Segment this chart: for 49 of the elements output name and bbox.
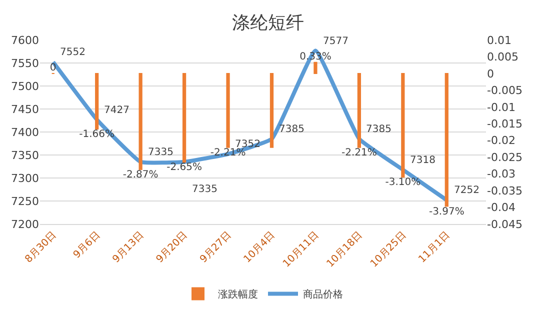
x-tick-label: 8月30日	[23, 230, 59, 266]
x-tick-label: 10月18日	[324, 230, 365, 270]
data-label: 7385	[366, 124, 392, 135]
legend-label: 商品价格	[303, 288, 343, 301]
x-tick-label: 10月4日	[242, 230, 278, 266]
data-label: 7427	[104, 105, 130, 116]
y2-tick-label: 0	[487, 67, 494, 80]
y2-tick-label: -0.025	[487, 150, 522, 164]
y2-tick-label: -0.04	[487, 201, 516, 214]
data-label: -3.10%	[385, 177, 421, 188]
y2-tick-label: -0.02	[487, 134, 516, 148]
y-tick-label: 7250	[11, 194, 39, 208]
y-tick-label: 7300	[11, 172, 39, 185]
data-label: -2.87%	[122, 169, 158, 180]
data-label: 7335	[192, 184, 218, 195]
data-label: -3.97%	[428, 206, 464, 218]
x-tick-label: 9月13日	[110, 230, 146, 266]
y2-tick-label: -0.03	[487, 168, 516, 181]
data-label: 7252	[454, 185, 480, 196]
y-tick-label: 7500	[11, 80, 39, 93]
data-label: 7577	[323, 36, 348, 47]
y2-tick-label: -0.035	[487, 184, 522, 198]
data-label: 7552	[60, 47, 86, 58]
data-label: -2.65%	[166, 162, 202, 174]
data-label: 7318	[410, 155, 436, 166]
y2-tick-label: -0.01	[487, 100, 516, 114]
y2-tick-label: -0.015	[487, 117, 522, 130]
x-tick-label: 9月6日	[72, 230, 102, 261]
y-tick-label: 7350	[11, 148, 39, 162]
x-tick-label: 9月20日	[154, 230, 190, 266]
x-tick-label: 10月25日	[368, 230, 409, 270]
y2-tick-label: -0.005	[487, 84, 522, 98]
y2-tick-label: -0.045	[487, 218, 522, 231]
y2-tick-label: 0.005	[487, 50, 518, 64]
y-tick-label: 7400	[11, 126, 39, 139]
data-label: 0	[50, 62, 56, 74]
x-tick-label: 9月27日	[198, 230, 234, 266]
y-tick-label: 7550	[11, 56, 39, 70]
y-tick-label: 7200	[11, 218, 39, 231]
y2-tick-label: 0.01	[487, 34, 512, 47]
chart-title: 涤纶短纤	[232, 12, 304, 34]
y-tick-label: 7450	[11, 102, 39, 116]
data-label: 7385	[279, 124, 304, 135]
x-tick-label: 11月1日	[416, 230, 452, 266]
x-tick-label: 10月11日	[281, 230, 322, 270]
legend-label: 涨跌幅度	[218, 288, 258, 301]
data-label: 7335	[148, 147, 174, 158]
data-label: -2.21%	[342, 147, 377, 158]
y-tick-label: 7600	[11, 34, 39, 47]
